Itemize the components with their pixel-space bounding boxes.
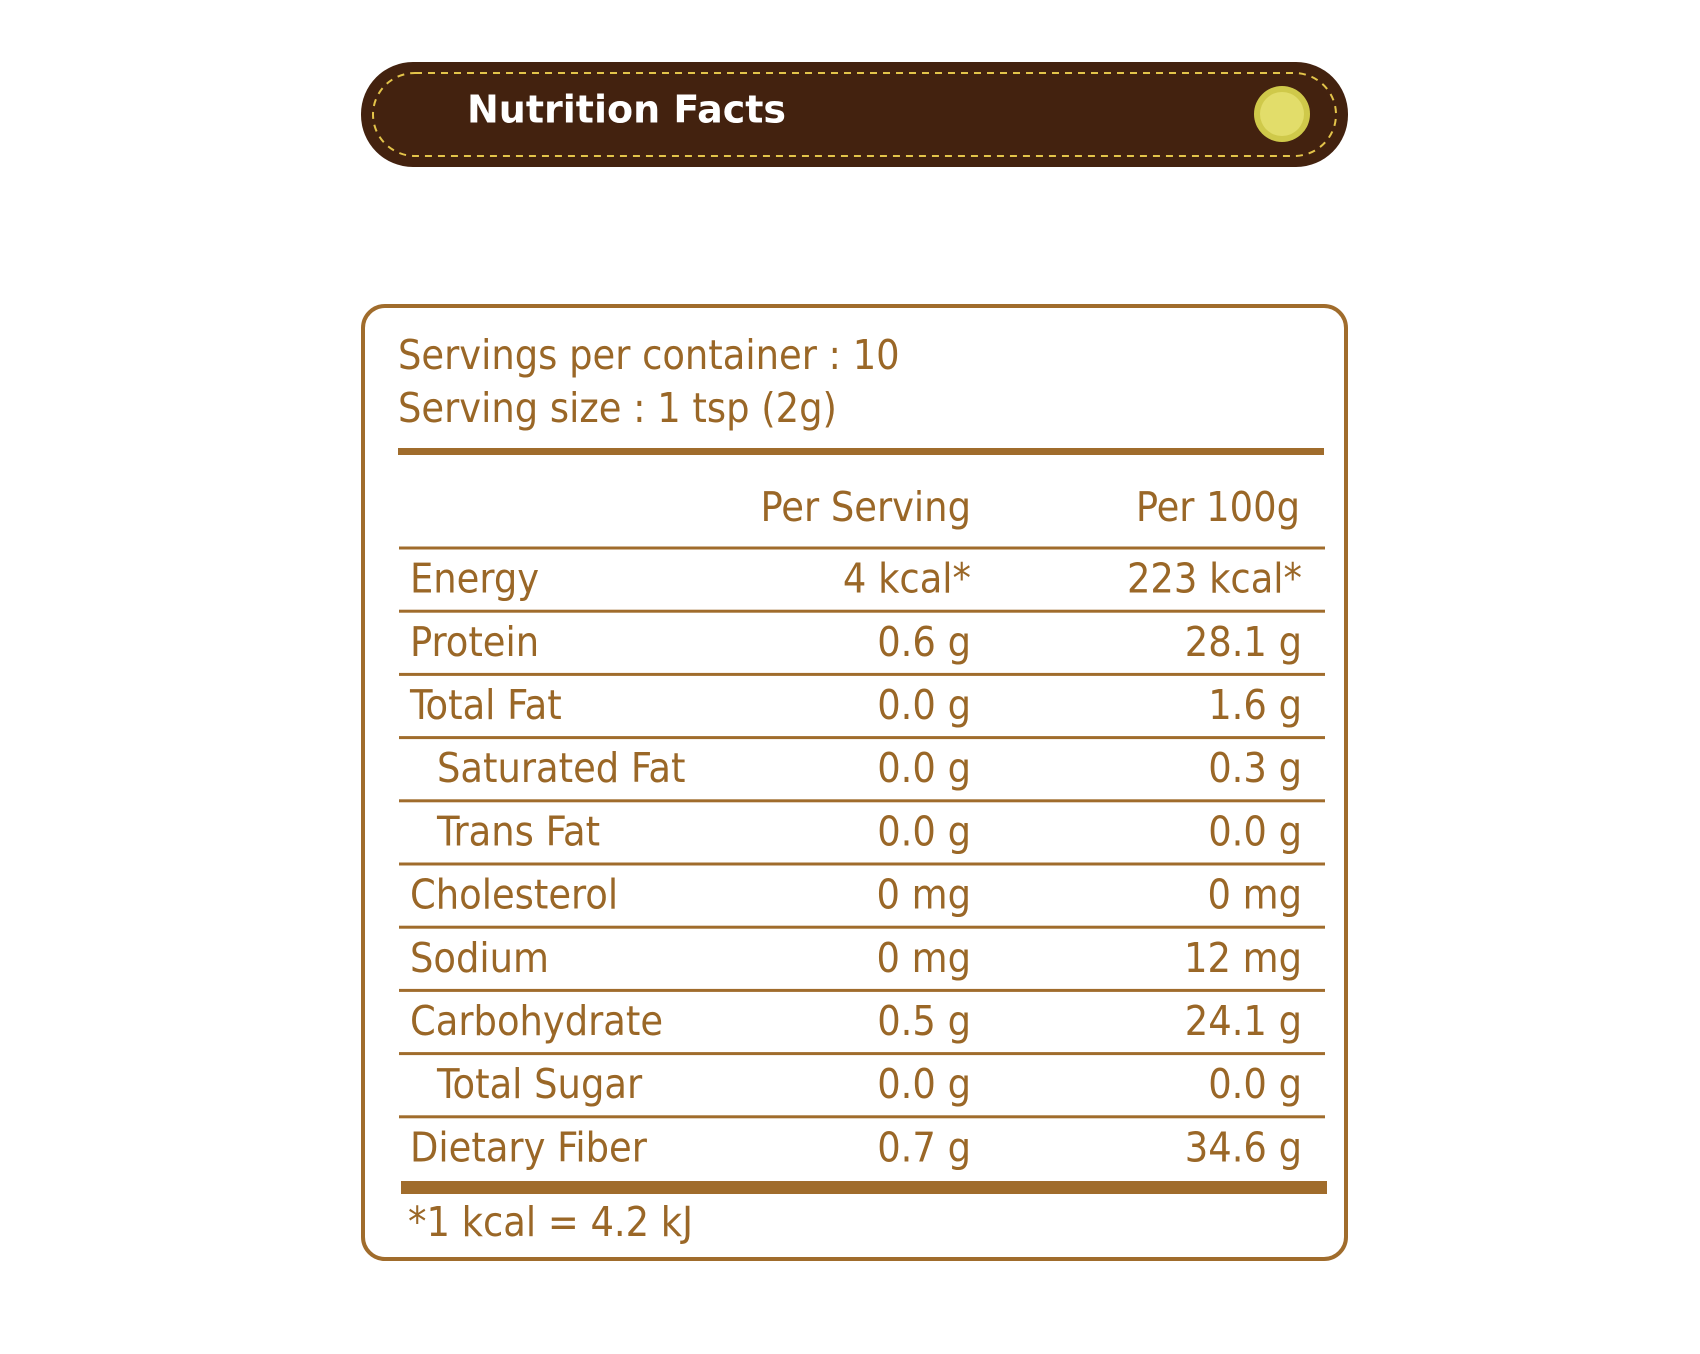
- row-line: [399, 799, 1325, 803]
- rule: [401, 1181, 1327, 1194]
- per-100g-value: 28.1 g: [1185, 618, 1302, 666]
- nutrient-label: Sodium: [410, 934, 549, 982]
- per-serving-value: 0.6 g: [877, 618, 971, 666]
- header-dot-inner: [1260, 92, 1304, 136]
- row-line: [399, 1052, 1325, 1056]
- per-serving-value: 0.7 g: [877, 1123, 971, 1171]
- footnote: *1 kcal = 4.2 kJ: [408, 1198, 693, 1246]
- row-line: [399, 736, 1325, 740]
- per-serving-value: 4 kcal*: [843, 555, 971, 603]
- per-100g-value: 12 mg: [1184, 934, 1302, 982]
- row-line: [399, 609, 1325, 613]
- per-serving-value: 0 mg: [876, 934, 971, 982]
- title: Nutrition Facts: [467, 88, 786, 132]
- nutrient-label: Saturated Fat: [437, 744, 685, 792]
- per-100g-value: 0.3 g: [1208, 744, 1302, 792]
- row-line: [399, 672, 1325, 676]
- row-line: [399, 988, 1325, 992]
- nutrient-label: Dietary Fiber: [410, 1123, 648, 1171]
- row-line: [399, 1115, 1325, 1119]
- per-serving-value: 0.0 g: [877, 1060, 971, 1108]
- row-line: [399, 925, 1325, 929]
- nutrient-label: Energy: [410, 555, 539, 603]
- nutrient-label: Carbohydrate: [410, 997, 663, 1045]
- per-serving-value: 0 mg: [876, 871, 971, 919]
- per-100g-value: 223 kcal*: [1127, 555, 1302, 603]
- per-100g-value: 24.1 g: [1185, 997, 1302, 1045]
- nutrient-label: Cholesterol: [410, 871, 618, 919]
- column-header: Per 100g: [1136, 483, 1300, 531]
- per-serving-value: 0.0 g: [877, 744, 971, 792]
- per-100g-value: 0.0 g: [1208, 1060, 1302, 1108]
- nutrient-label: Total Sugar: [436, 1060, 643, 1108]
- nutrient-label: Total Fat: [409, 681, 562, 729]
- row-line: [399, 546, 1325, 550]
- table-box: [361, 304, 1348, 1261]
- per-serving-value: 0.0 g: [877, 807, 971, 855]
- per-100g-value: 0.0 g: [1208, 807, 1302, 855]
- per-serving-value: 0.5 g: [877, 997, 971, 1045]
- per-serving-value: 0.0 g: [877, 681, 971, 729]
- per-100g-value: 34.6 g: [1185, 1123, 1302, 1171]
- header-stitch: [372, 72, 1337, 157]
- row-line: [399, 862, 1325, 866]
- header-pill: [361, 62, 1348, 167]
- nutrient-label: Protein: [410, 618, 539, 666]
- nutrient-label: Trans Fat: [436, 807, 600, 855]
- per-100g-value: 1.6 g: [1208, 681, 1302, 729]
- per-100g-value: 0 mg: [1207, 871, 1302, 919]
- column-header: Per Serving: [760, 483, 971, 531]
- serving-size: Serving size : 1 tsp (2g): [398, 384, 837, 432]
- servings: Servings per container : 10: [398, 331, 900, 379]
- rule: [398, 448, 1324, 455]
